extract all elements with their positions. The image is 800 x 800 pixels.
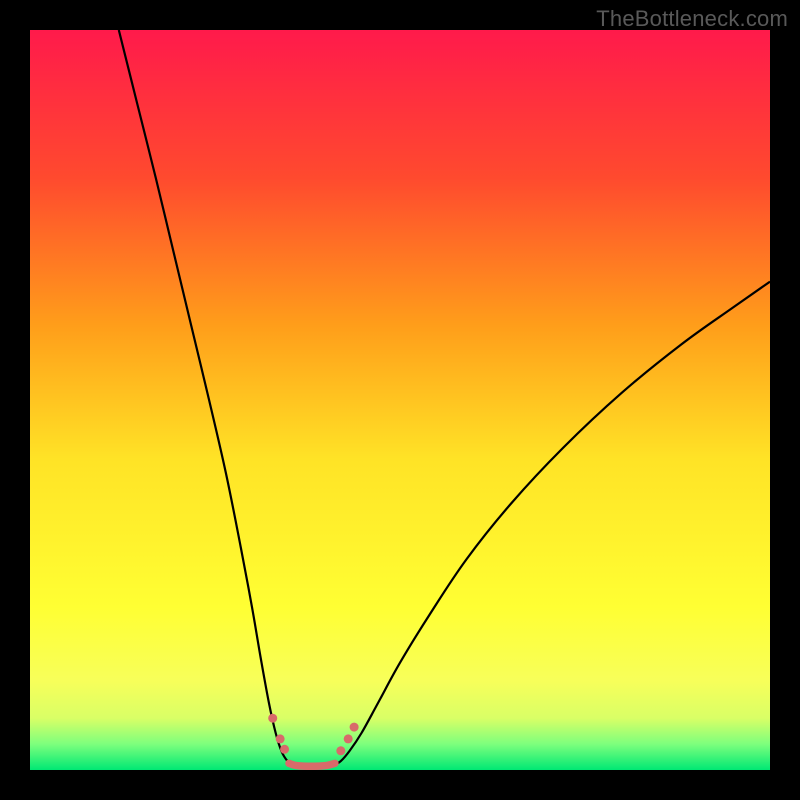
gradient-background (30, 30, 770, 770)
marker-dot (276, 734, 285, 743)
chart-svg (30, 30, 770, 770)
chart-frame: TheBottleneck.com (0, 0, 800, 800)
marker-segment (289, 763, 335, 766)
marker-dot (280, 745, 289, 754)
marker-dot (268, 714, 277, 723)
marker-dot (344, 734, 353, 743)
plot-area (30, 30, 770, 770)
marker-dot (350, 723, 359, 732)
watermark-text: TheBottleneck.com (596, 6, 788, 32)
marker-dot (336, 746, 345, 755)
